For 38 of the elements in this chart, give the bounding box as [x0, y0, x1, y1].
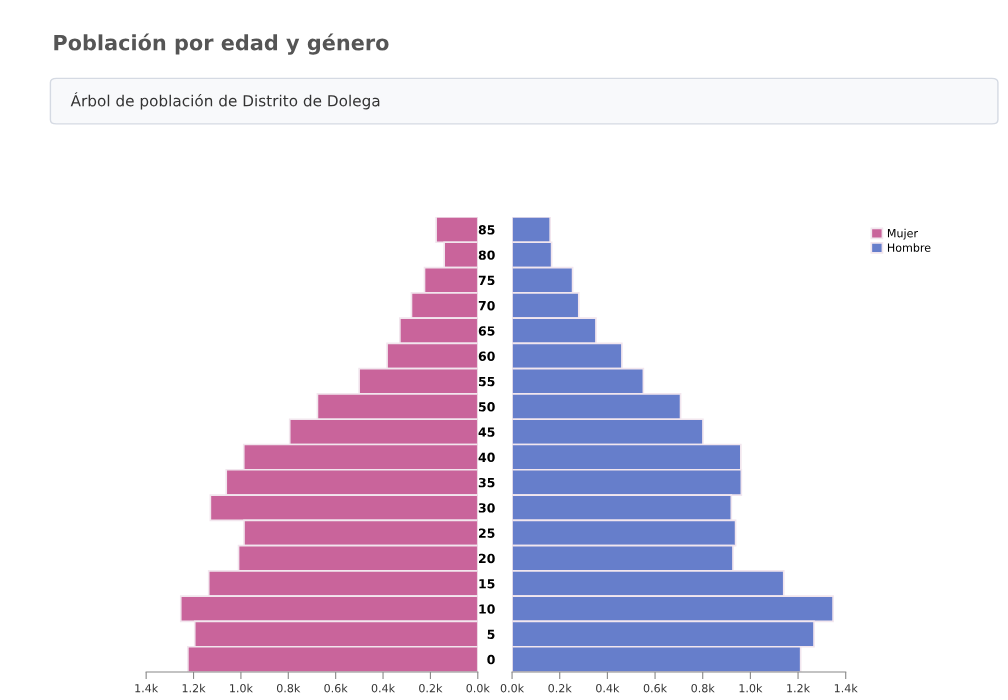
- y-tick-label: 65: [478, 326, 495, 336]
- y-tick-label: 15: [479, 579, 495, 589]
- y-tick-label: 45: [478, 427, 495, 437]
- x-tick-label: 1.4k: [834, 683, 858, 693]
- y-tick-label: 35: [478, 477, 495, 488]
- x-tick-label: 0.2k: [419, 683, 443, 693]
- y-tick-label: 55: [478, 376, 495, 387]
- x-tick-label: 1.0k: [739, 683, 763, 693]
- y-tick-label: 0: [487, 654, 495, 665]
- y-tick-label: 25: [478, 528, 495, 538]
- text: Hombre: [887, 243, 931, 252]
- chart-title: Población por edad y género: [54, 33, 389, 55]
- x-tick-label: 0.4k: [596, 683, 620, 693]
- y-tick-label: 80: [478, 250, 495, 260]
- y-tick-label: 85: [478, 225, 495, 235]
- y-tick-label: 5: [487, 629, 495, 640]
- x-tick-label: 0.4k: [371, 683, 396, 693]
- y-tick-label: 40: [478, 452, 495, 463]
- x-tick-label: 0.0k: [466, 683, 490, 693]
- x-tick-label: 1.0k: [230, 683, 253, 693]
- x-tick-label: 0.6k: [643, 683, 668, 693]
- y-tick-label: 50: [478, 402, 495, 412]
- y-tick-label: 10: [479, 604, 495, 614]
- y-tick-label: 30: [478, 503, 495, 513]
- x-tick-label: 0.2k: [548, 683, 572, 693]
- x-tick-label: 0.8k: [691, 683, 715, 693]
- x-tick-label: 0.0k: [500, 683, 525, 693]
- chart-subtitle: Árbol de población de Distrito de Dolega: [70, 92, 380, 110]
- legend-label: Mujer: [887, 228, 918, 240]
- x-tick-label: 0.8k: [276, 683, 301, 693]
- x-tick-label: 1.2k: [182, 683, 206, 693]
- y-tick-label: 75: [478, 275, 495, 286]
- x-tick-label: 0.6k: [324, 683, 348, 693]
- x-tick-label: 1.2k: [787, 683, 811, 693]
- y-tick-label: 60: [478, 351, 495, 361]
- y-tick-label: 20: [478, 553, 495, 564]
- x-tick-label: 1.4k: [135, 683, 159, 693]
- y-tick-label: 70: [478, 300, 495, 311]
